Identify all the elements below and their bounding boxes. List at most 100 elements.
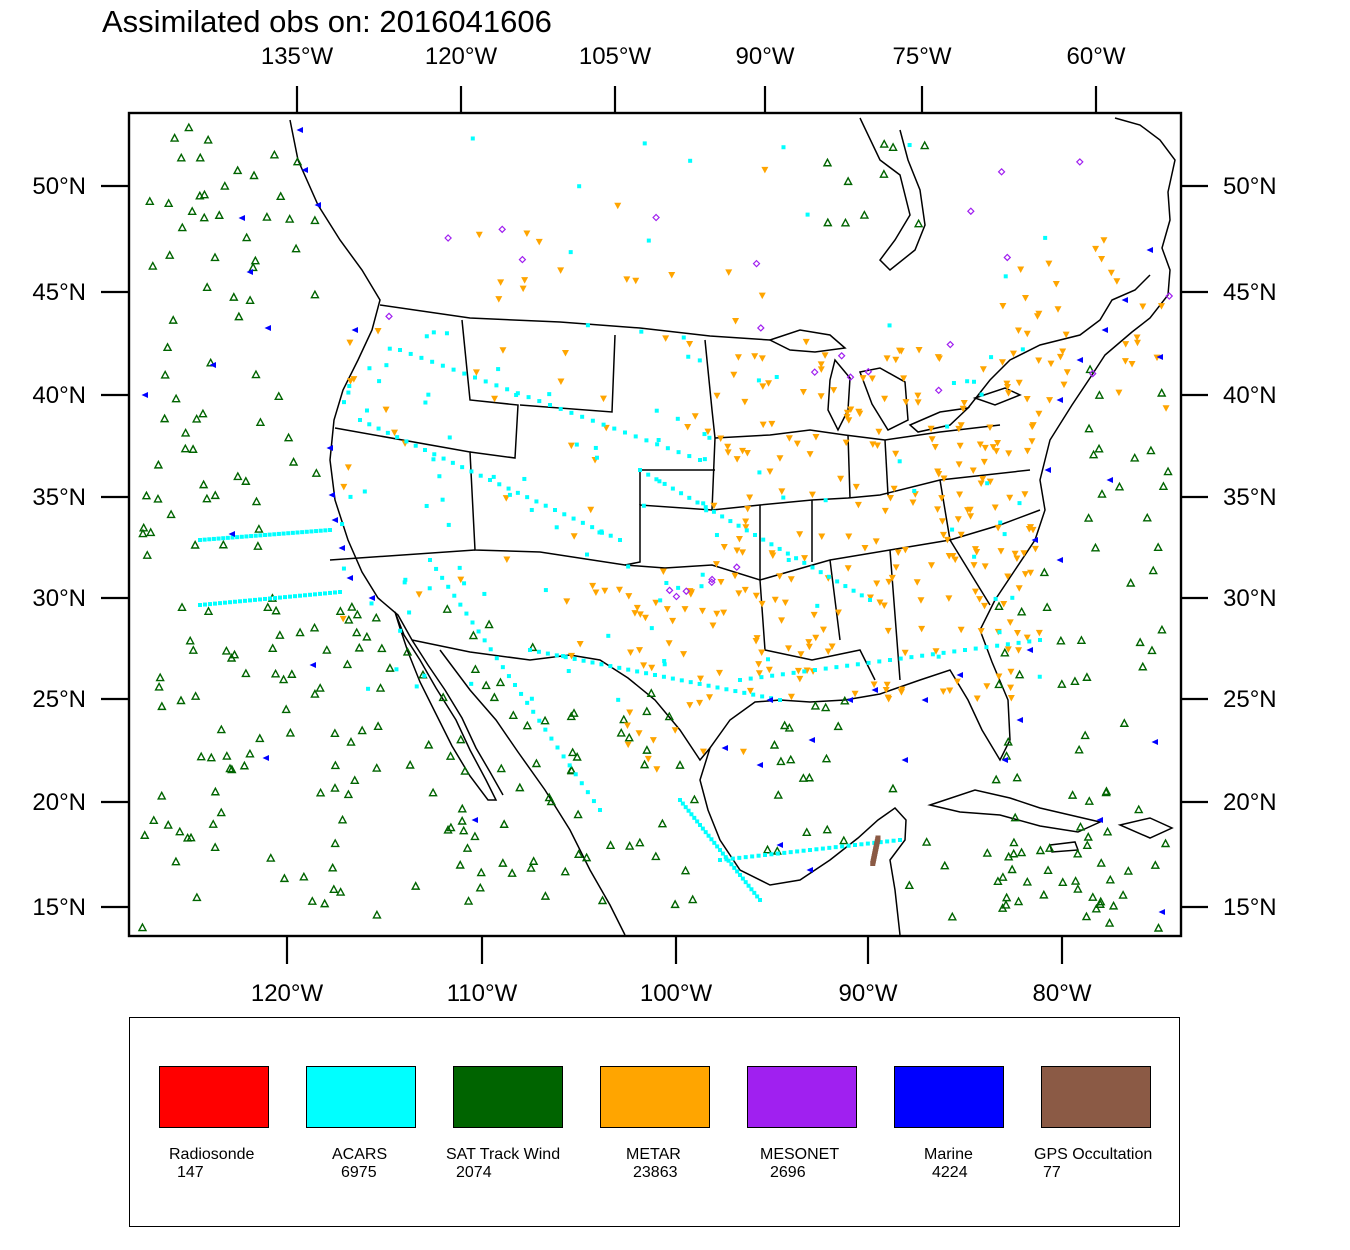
- acars-track-marker: [506, 486, 511, 491]
- metar-marker: [953, 678, 961, 686]
- acars-track-marker: [840, 844, 845, 849]
- acars-marker: [642, 141, 647, 146]
- metar-marker: [886, 494, 894, 502]
- mesonet-marker: [810, 368, 819, 376]
- acars-track-marker: [665, 446, 670, 451]
- acars-track-marker: [635, 669, 640, 674]
- metar-marker: [994, 440, 1002, 447]
- metar-marker: [785, 435, 793, 442]
- metar-marker: [742, 518, 750, 526]
- acars-track-marker: [782, 850, 787, 855]
- marine-marker: [721, 745, 728, 751]
- acars-track-marker: [460, 465, 465, 470]
- acars-track-marker: [571, 516, 576, 521]
- sat-track-wind-marker: [1083, 513, 1094, 522]
- sat-track-wind-marker: [1105, 874, 1115, 884]
- sat-track-wind-marker: [279, 873, 290, 883]
- metar-marker: [710, 502, 718, 510]
- acars-track-marker: [318, 591, 322, 596]
- acars-track-marker: [313, 592, 317, 597]
- sat-track-wind-marker: [1042, 602, 1052, 612]
- sat-track-wind-marker: [202, 493, 212, 503]
- metar-marker: [885, 696, 893, 703]
- sat-track-wind-marker: [820, 702, 831, 712]
- metar-marker: [927, 425, 935, 433]
- axis-ticks: [101, 86, 1208, 964]
- metar-marker: [890, 485, 898, 493]
- right-lat-label: 50°N: [1223, 173, 1277, 200]
- acars-marker: [1003, 274, 1008, 279]
- right-lat-label: 40°N: [1223, 382, 1277, 409]
- acars-marker: [951, 380, 956, 385]
- acars-marker: [577, 184, 582, 189]
- acars-track-marker: [497, 482, 502, 487]
- sat-track-wind-marker: [1081, 911, 1092, 921]
- sat-track-wind-marker: [642, 745, 652, 754]
- acars-track-marker: [304, 529, 309, 534]
- acars-track-marker: [736, 523, 741, 528]
- sat-track-wind-marker: [619, 714, 629, 724]
- acars-track-marker: [791, 670, 796, 675]
- metar-marker: [999, 302, 1007, 310]
- acars-track-marker: [298, 593, 302, 598]
- metar-marker: [1009, 350, 1017, 358]
- acars-track-marker: [952, 649, 957, 654]
- acars-marker: [662, 662, 667, 667]
- mesonet-marker: [752, 259, 761, 268]
- sat-track-wind-marker: [1146, 445, 1156, 455]
- metar-marker: [1023, 634, 1031, 642]
- sat-track-wind-marker: [162, 342, 173, 352]
- acars-track-marker: [272, 532, 277, 537]
- mesonet-marker: [665, 586, 674, 595]
- sat-track-wind-marker: [786, 754, 796, 764]
- sat-track-wind-marker: [1009, 848, 1019, 858]
- sat-track-wind-marker: [457, 816, 467, 825]
- sat-track-wind-marker: [163, 198, 174, 208]
- metar-marker: [844, 565, 852, 572]
- metar-marker: [374, 328, 382, 335]
- metar-marker: [1098, 255, 1106, 263]
- acars-track-marker: [525, 700, 530, 705]
- marine-marker: [228, 531, 235, 537]
- sat-track-wind-marker: [210, 786, 221, 796]
- metar-marker: [669, 617, 677, 625]
- acars-track-marker: [859, 593, 864, 598]
- metar-marker: [725, 269, 733, 276]
- acars-track-marker: [478, 473, 483, 478]
- sat-track-wind-marker: [405, 760, 415, 769]
- acars-track-marker: [534, 499, 539, 504]
- metar-marker: [1121, 358, 1129, 365]
- metar-marker: [1013, 555, 1021, 563]
- acars-marker: [424, 334, 429, 339]
- acars-track-marker: [314, 529, 319, 534]
- metar-marker: [973, 549, 981, 556]
- sat-track-wind-marker: [802, 827, 812, 837]
- sat-track-wind-marker: [275, 630, 285, 639]
- metar-marker: [852, 483, 860, 491]
- metar-marker: [717, 578, 725, 586]
- acars-marker: [1002, 532, 1007, 537]
- metar-marker: [557, 267, 565, 274]
- acars-track-marker: [446, 584, 451, 589]
- sat-track-wind-marker: [377, 643, 387, 653]
- metar-marker: [648, 664, 656, 672]
- metar-marker: [873, 580, 881, 587]
- sat-track-wind-marker: [1130, 452, 1140, 462]
- acars-track-marker: [561, 754, 566, 759]
- sat-track-wind-marker: [198, 408, 208, 418]
- sat-track-wind-marker: [567, 747, 578, 757]
- metar-marker: [1139, 303, 1147, 310]
- sat-track-wind-marker: [245, 295, 255, 305]
- metar-marker: [1060, 381, 1068, 389]
- metar-marker: [741, 398, 749, 406]
- sat-track-wind-marker: [1001, 892, 1012, 902]
- acars-marker: [431, 330, 436, 335]
- sat-track-wind-marker: [528, 642, 538, 652]
- sat-track-wind-marker: [188, 645, 198, 654]
- sat-track-wind-marker: [823, 217, 833, 227]
- metar-marker: [704, 428, 712, 436]
- metar-marker: [875, 428, 883, 436]
- sat-track-wind-marker: [335, 606, 346, 615]
- acars-track-marker: [608, 664, 613, 669]
- acars-track-marker: [709, 837, 714, 842]
